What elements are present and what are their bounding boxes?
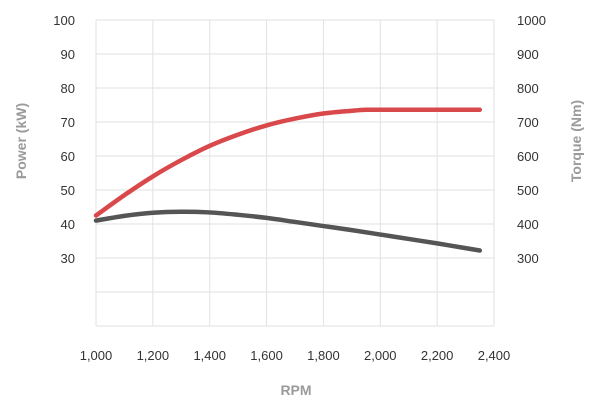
left-y-axis-title: Power (kW) [13,103,29,179]
x-axis-title: RPM [280,382,311,398]
left-y-tick-label: 90 [61,47,75,62]
right-y-tick-label: 400 [517,217,539,232]
x-tick-label: 2,200 [421,348,454,363]
right-y-axis-title: Torque (Nm) [568,100,584,182]
right-y-tick-label: 600 [517,149,539,164]
left-y-tick-label: 100 [53,13,75,28]
chart-series [93,107,483,253]
right-y-tick-label: 700 [517,115,539,130]
x-tick-label: 1,000 [80,348,113,363]
left-y-tick-label: 80 [61,81,75,96]
x-tick-label: 1,800 [307,348,340,363]
right-y-tick-label: 300 [517,251,539,266]
right-y-tick-label: 900 [517,47,539,62]
right-y-tick-label: 800 [517,81,539,96]
right-y-axis-ticks: 1000 900 800 700 600 500 400 300 [517,13,546,266]
left-y-axis-ticks: 100 90 80 70 60 50 40 30 [53,13,75,266]
left-y-tick-label: 40 [61,217,75,232]
right-y-tick-label: 1000 [517,13,546,28]
left-y-tick-label: 70 [61,115,75,130]
left-y-tick-label: 30 [61,251,75,266]
chart-grid [95,19,495,327]
left-y-tick-label: 50 [61,183,75,198]
torque-curve-line [93,209,483,253]
x-tick-label: 2,400 [478,348,511,363]
x-tick-label: 2,000 [364,348,397,363]
x-tick-label: 1,400 [193,348,226,363]
power-curve-line [93,107,483,218]
x-axis-ticks: 1,000 1,200 1,400 1,600 1,800 2,000 2,200 2,400 [80,348,511,363]
x-tick-label: 1,600 [250,348,283,363]
left-y-tick-label: 60 [61,149,75,164]
x-tick-label: 1,200 [137,348,170,363]
right-y-tick-label: 500 [517,183,539,198]
